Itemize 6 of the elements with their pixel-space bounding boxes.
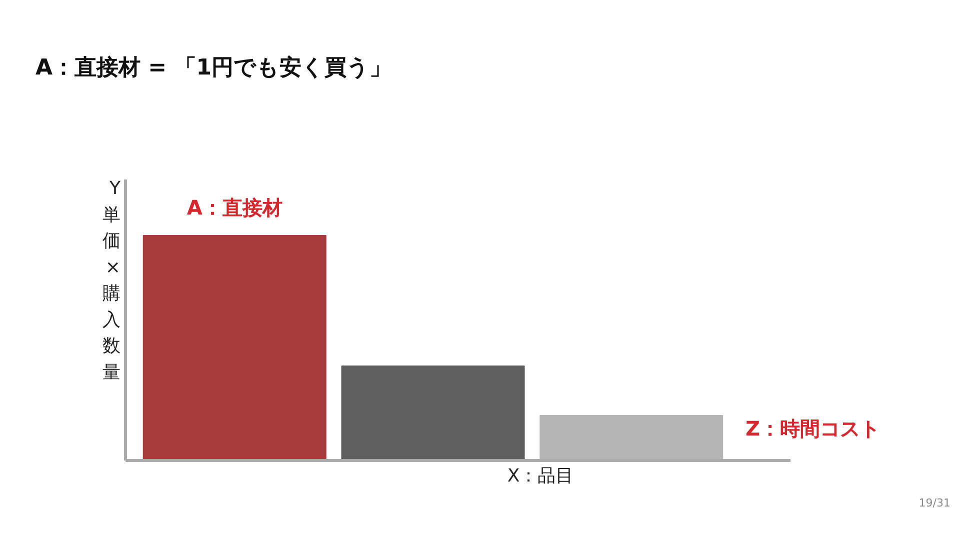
y-axis-title: Y 単価×購入数量 bbox=[102, 178, 122, 383]
annotation: Z：時間コスト bbox=[746, 416, 880, 440]
x-tick-label: A：直接材 bbox=[186, 196, 282, 220]
text: 19/31 bbox=[918, 496, 951, 510]
chart-title: A：直接材 = 「1円でも安く買う」 bbox=[36, 54, 392, 80]
x-axis-title: X：品目 bbox=[507, 466, 574, 486]
